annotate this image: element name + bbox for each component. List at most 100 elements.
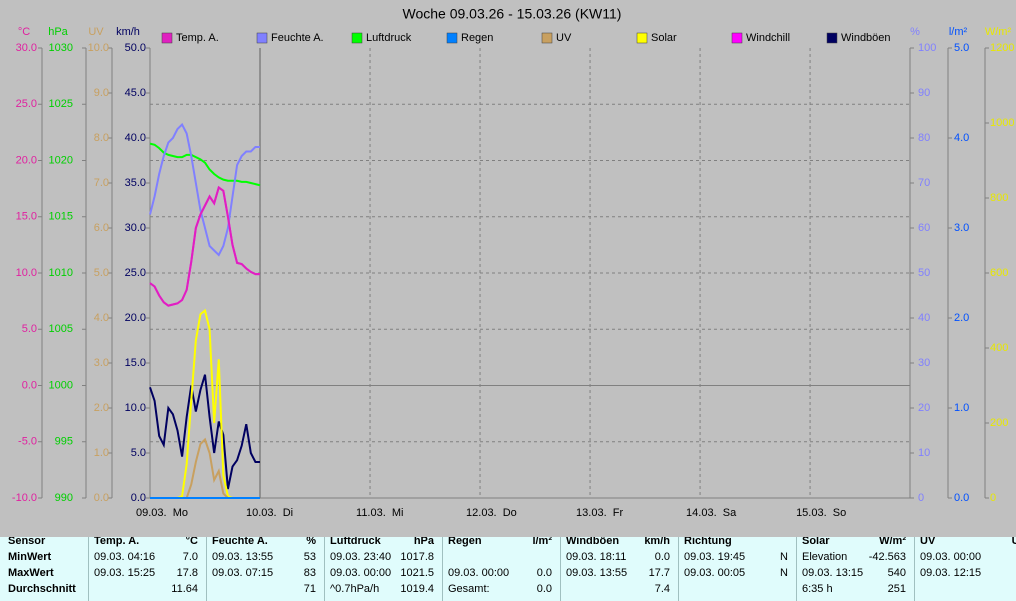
x-tick-label: 15.03. So: [796, 507, 846, 519]
y-tick-label: 0.0: [94, 492, 109, 504]
legend-swatch: [446, 32, 458, 44]
y-tick-label: 8.0: [94, 132, 109, 144]
table-cell: 6:35 h: [802, 583, 833, 595]
table-cell: 09.03. 00:05: [684, 567, 746, 579]
y-tick-label: 5.0: [22, 323, 37, 335]
y-tick-label: 9.0: [94, 87, 109, 99]
y-tick-label: 995: [55, 436, 73, 448]
y-tick-label: 600: [990, 267, 1008, 279]
series-line: [149, 185, 261, 307]
y-tick-label: 30: [918, 357, 930, 369]
y-tick-label: 1.0: [94, 447, 109, 459]
y-tick-label: 40.0: [125, 132, 146, 144]
y-tick-label: -5.0: [18, 436, 37, 448]
column-separator: [206, 537, 207, 601]
y-tick-label: 1025: [49, 98, 73, 110]
legend-swatch: [256, 32, 268, 44]
chart-title: Woche 09.03.26 - 15.03.26 (KW11): [403, 6, 622, 22]
table-cell: km/h: [644, 537, 670, 547]
y-tick-label: 20.0: [16, 154, 37, 166]
y-tick-label: 3.0: [954, 222, 969, 234]
axis-unit: %: [910, 26, 920, 38]
column-separator: [324, 537, 325, 601]
table-cell: 0.0: [536, 567, 552, 579]
x-tick-label: 13.03. Fr: [576, 507, 623, 519]
chart: Woche 09.03.26 - 15.03.26 (KW11) 09.03. …: [12, 6, 1015, 519]
column-separator: [442, 537, 443, 601]
table-cell: 09.03. 13:55: [566, 567, 628, 579]
y-tick-label: 10.0: [88, 42, 109, 54]
y-tick-label: 40: [918, 312, 930, 324]
table-cell: N: [780, 551, 788, 563]
table-cell: 09.03. 00:00: [448, 567, 510, 579]
table-cell: Temp. A.: [94, 537, 140, 547]
table-cell: 09.03. 13:15: [802, 567, 864, 579]
column-separator: [914, 537, 915, 601]
table-cell: l/m²: [532, 537, 552, 547]
y-tick-label: 990: [55, 492, 73, 504]
legend-label: Windböen: [841, 32, 891, 44]
x-tick-label: 09.03. Mo: [136, 507, 188, 519]
axis-unit: UV: [88, 26, 104, 38]
axis-unit: l/m²: [949, 26, 968, 38]
legend-label: Windchill: [746, 32, 790, 44]
y-tick-label: 0.0: [954, 492, 969, 504]
table-cell: 0.0: [536, 583, 552, 595]
series-line: [149, 122, 261, 257]
table-cell: 09.03. 18:11: [566, 551, 627, 563]
column-separator: [678, 537, 679, 601]
table-cell: 17.7: [648, 567, 670, 579]
y-tick-label: 15.0: [16, 211, 37, 223]
y-tick-label: 0: [990, 492, 996, 504]
table-cell: ^0.7hPa/h: [330, 583, 380, 595]
y-tick-label: 5.0: [131, 447, 146, 459]
y-tick-label: 15.0: [125, 357, 146, 369]
legend-label: Luftdruck: [366, 32, 412, 44]
column-separator: [88, 537, 89, 601]
table-cell: 09.03. 23:40: [330, 551, 392, 563]
column-separator: [560, 537, 561, 601]
y-tick-label: 1.0: [954, 402, 969, 414]
table-cell: 251: [887, 583, 906, 595]
y-tick-label: 2.0: [94, 402, 109, 414]
table-cell: W/m²: [879, 537, 906, 547]
y-tick-label: 25.0: [16, 98, 37, 110]
y-tick-label: 20: [918, 402, 930, 414]
legend-swatch: [731, 32, 743, 44]
y-tick-label: 20.0: [125, 312, 146, 324]
y-tick-label: 45.0: [125, 87, 146, 99]
y-tick-label: 4.0: [954, 132, 969, 144]
table-cell: 83: [303, 567, 316, 579]
y-tick-label: 1020: [49, 154, 73, 166]
y-tick-label: 10: [918, 447, 930, 459]
table-cell: Gesamt:: [448, 583, 490, 595]
table-cell: 540: [887, 567, 906, 579]
x-tick-label: 11.03. Mi: [356, 507, 404, 519]
y-tick-label: 35.0: [125, 177, 146, 189]
y-tick-label: 0: [918, 492, 924, 504]
table-cell: 09.03. 19:45: [684, 551, 746, 563]
series-line: [149, 142, 261, 187]
y-tick-label: 5.0: [94, 267, 109, 279]
y-tick-label: -10.0: [12, 492, 37, 504]
legend-label: Solar: [651, 32, 677, 44]
table-cell: 53: [303, 551, 316, 563]
table-cell: 09.03. 13:55: [212, 551, 274, 563]
y-tick-label: 70: [918, 177, 930, 189]
table-cell: Feuchte A.: [212, 537, 268, 547]
table-cell: Regen: [448, 537, 482, 547]
y-tick-label: 200: [990, 417, 1008, 429]
y-tick-label: 1010: [49, 267, 73, 279]
y-tick-label: 1015: [49, 211, 73, 223]
table-cell: 7.0: [182, 551, 198, 563]
y-tick-label: 30.0: [16, 42, 37, 54]
table-cell: MaxWert: [8, 567, 54, 579]
table-cell: -42.563: [868, 551, 906, 563]
column-separator: [796, 537, 797, 601]
y-tick-label: 10.0: [125, 402, 146, 414]
table-cell: 7.4: [654, 583, 670, 595]
y-tick-label: 10.0: [16, 267, 37, 279]
table-cell: 09.03. 07:15: [212, 567, 274, 579]
series-line: [149, 374, 261, 490]
summary-table: Sensor MinWert MaxWert Durchschnitt Temp. A.…: [0, 537, 1016, 601]
